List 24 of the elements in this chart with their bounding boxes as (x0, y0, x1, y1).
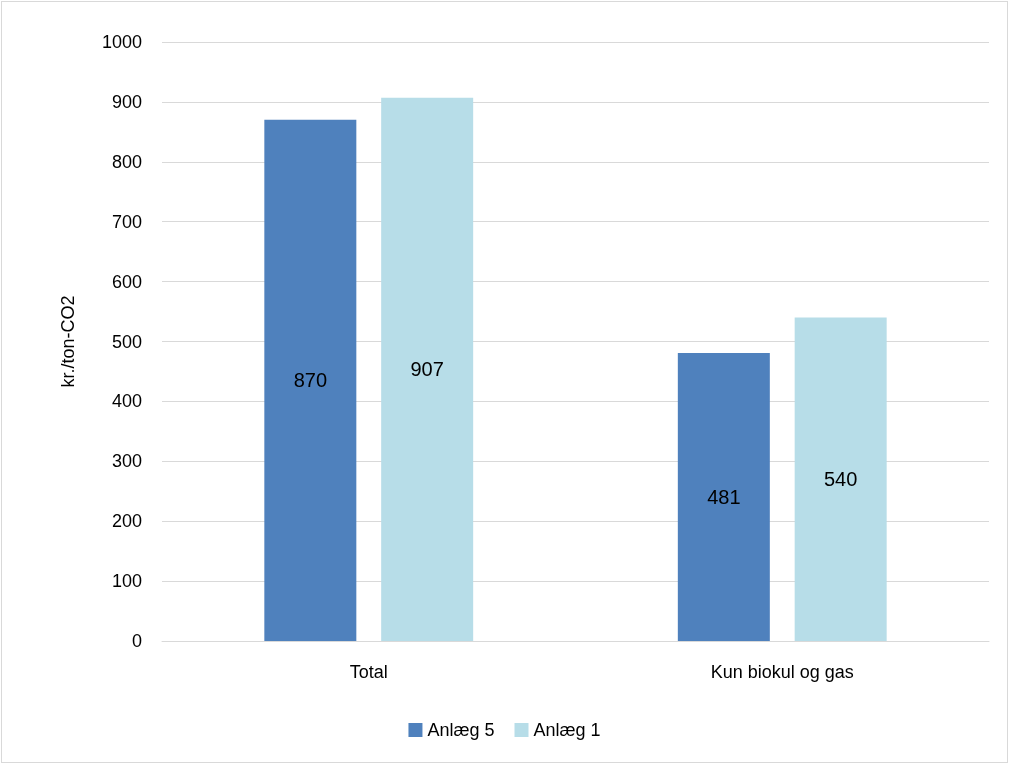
y-tick-label: 900 (111, 91, 142, 112)
x-tick-label: Kun biokul og gas (710, 662, 854, 682)
y-tick-label: 800 (111, 151, 142, 172)
y-tick-label: 400 (111, 391, 142, 412)
y-tick-label: 0 (131, 631, 142, 651)
data-label: 540 (823, 468, 858, 491)
y-tick-label: 700 (111, 211, 142, 232)
y-tick-label: 1000 (101, 32, 142, 52)
data-label: 907 (410, 358, 444, 381)
y-tick-label: 500 (111, 331, 142, 352)
y-tick-label: 300 (111, 451, 142, 472)
bar (794, 317, 887, 641)
legend-label: Anlæg 5 (427, 720, 495, 740)
y-tick-label: 100 (111, 571, 142, 592)
legend-label: Anlæg 1 (533, 720, 601, 740)
x-tick-label: Total (349, 662, 388, 682)
y-axis-title: kr./ton-CO2 (58, 295, 78, 388)
bar (677, 352, 770, 641)
data-label: 870 (293, 369, 328, 392)
data-label: 481 (707, 485, 741, 508)
y-tick-label: 200 (111, 511, 142, 532)
bar (381, 97, 474, 641)
bar (264, 119, 357, 641)
y-tick-label: 600 (111, 271, 142, 292)
